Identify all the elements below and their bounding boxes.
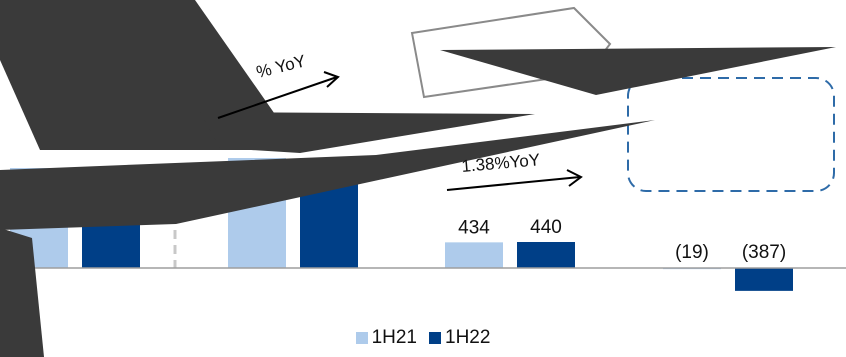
legend-item-1h22: 1H22: [429, 327, 490, 349]
data-labels-group: 434 (19) 440 (387): [458, 217, 786, 263]
legend-item-1h21: 1H21: [355, 327, 417, 349]
legend-swatch-1h21: [355, 332, 368, 344]
bar-1h21-2: [445, 242, 503, 268]
overlay-shape-3: [200, 112, 535, 153]
chart-legend: 1H21 1H22: [0, 327, 846, 349]
data-label-1h21-3: (19): [675, 242, 709, 263]
data-label-1h21-2: 434: [458, 217, 490, 238]
legend-label-1h22: 1H22: [445, 327, 491, 348]
arrow-top-head: [323, 71, 340, 88]
legend-label-1h21: 1H21: [371, 327, 417, 348]
data-label-1h22-2: 440: [530, 217, 562, 238]
data-label-1h22-3: (387): [742, 242, 786, 263]
highlight-box: [627, 77, 835, 192]
bar-1h22-3: [735, 268, 793, 291]
overlay-shape-4: [0, 120, 655, 230]
overlay-shape-2: [440, 47, 836, 95]
arrow-mid-head: [566, 169, 583, 187]
legend-swatch-1h22: [429, 332, 441, 344]
overlay-shape-5: [0, 228, 44, 357]
arrow-top-line: [217, 76, 338, 119]
bar-1h22-2: [517, 242, 575, 268]
arrow-mid-line: [446, 176, 581, 191]
yoy-annotation-top: % YoY: [254, 51, 307, 82]
